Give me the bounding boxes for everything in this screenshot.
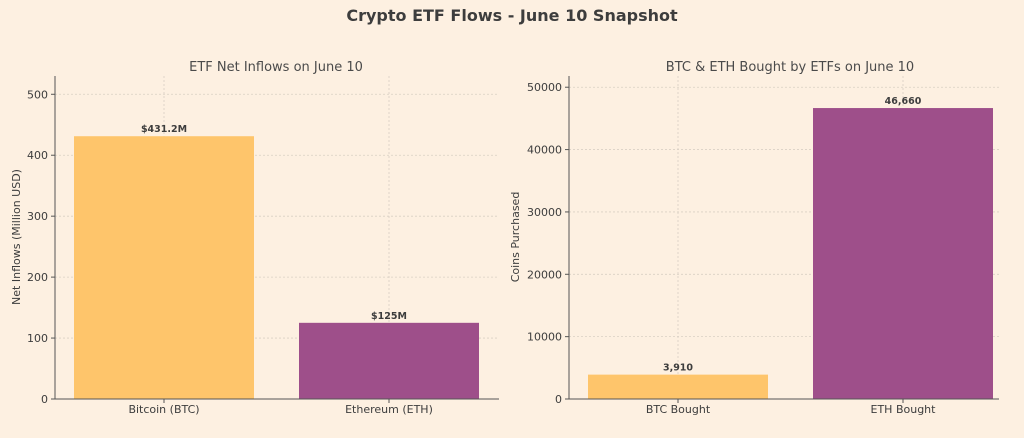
coins-ytick-label: 40000 <box>527 144 562 157</box>
coins-y-axis-label: Coins Purchased <box>509 192 522 283</box>
inflows-xtick-label-2: Ethereum (ETH) <box>345 403 433 416</box>
coins-bar-2 <box>813 108 993 399</box>
coins-data-label-2: 46,660 <box>885 96 922 107</box>
inflows-ytick-label: 100 <box>27 332 48 345</box>
inflows-bar-1 <box>74 136 254 399</box>
inflows-ytick-label: 500 <box>27 88 48 101</box>
coins-ytick-label: 0 <box>555 393 562 406</box>
inflows-ytick-label: 300 <box>27 210 48 223</box>
inflows-ytick-label: 200 <box>27 271 48 284</box>
inflows-ytick-label: 400 <box>27 149 48 162</box>
coins-xtick-label-1: BTC Bought <box>646 403 711 416</box>
inflows-data-label-1: $431.2M <box>141 124 187 135</box>
coins-ytick-label: 50000 <box>527 81 562 94</box>
coins-data-label-1: 3,910 <box>663 363 693 374</box>
inflows-data-label-2: $125M <box>371 311 407 322</box>
coins-ytick-label: 10000 <box>527 331 562 344</box>
figure-title: Crypto ETF Flows - June 10 Snapshot <box>346 6 678 25</box>
inflows-bar-2 <box>299 322 479 399</box>
inflows-xtick-label-1: Bitcoin (BTC) <box>128 403 199 416</box>
coins-xtick-label-2: ETH Bought <box>871 403 937 416</box>
coins-ytick-label: 20000 <box>527 268 562 281</box>
coins-chart-title: BTC & ETH Bought by ETFs on June 10 <box>666 60 914 75</box>
inflows-chart-title: ETF Net Inflows on June 10 <box>189 60 363 75</box>
inflows-chart: ETF Net Inflows on June 10 Net Inflows (… <box>10 60 499 416</box>
inflows-y-axis-label: Net Inflows (Million USD) <box>10 169 23 305</box>
coins-ytick-label: 30000 <box>527 206 562 219</box>
inflows-ytick-label: 0 <box>41 393 48 406</box>
coins-bar-1 <box>588 374 768 399</box>
coins-chart: BTC & ETH Bought by ETFs on June 10 Coin… <box>509 60 999 416</box>
